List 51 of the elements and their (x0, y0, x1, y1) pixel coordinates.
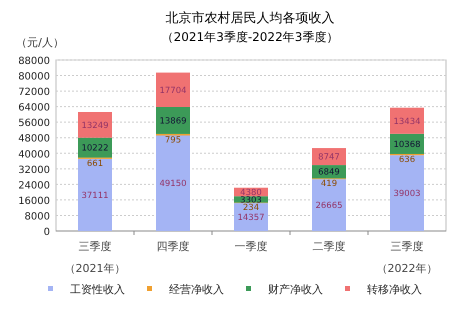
bar (156, 72, 190, 107)
data-label: 13249 (81, 120, 109, 131)
bar (312, 179, 346, 231)
data-label: 14357 (237, 213, 265, 224)
data-label: 10368 (393, 140, 421, 150)
data-label: 13434 (393, 116, 421, 127)
bar (390, 155, 424, 231)
y-tick-label: 16000 (18, 196, 50, 207)
data-label: 8747 (318, 152, 340, 163)
data-label: 234 (242, 203, 260, 214)
x-tick-label: 一季度 (234, 240, 268, 253)
legend-label: 工资性收入 (70, 283, 125, 296)
data-label: 37111 (81, 190, 109, 201)
y-tick-label: 72000 (18, 87, 50, 98)
y-tick-label: 48000 (18, 134, 50, 145)
y-tick-label: 8000 (24, 211, 50, 222)
legend-label: 经营净收入 (169, 283, 224, 296)
y-tick-label: 40000 (18, 149, 50, 160)
legend-label: 财产净收入 (268, 283, 323, 296)
data-label: 10222 (81, 144, 109, 154)
y-tick-label: 24000 (18, 180, 50, 192)
legend-label: 转移净收入 (367, 283, 422, 296)
data-label: 17704 (159, 86, 187, 96)
y-tick-label: 56000 (18, 118, 50, 130)
x-tick-label: 三季度 (78, 240, 112, 253)
bar (156, 135, 190, 231)
data-label: 636 (398, 155, 416, 166)
y-axis-title: （元/人） (16, 36, 64, 49)
data-label: 661 (86, 158, 104, 169)
y-tick-label: 88000 (18, 56, 50, 67)
data-label: 39003 (393, 189, 421, 200)
x-tick-label: 二季度 (312, 240, 346, 253)
data-label: 6849 (318, 168, 340, 178)
chart-title: 北京市农村居民人均各项收入 (166, 11, 334, 26)
y-tick-label: 32000 (18, 164, 50, 176)
y-tick-label: 64000 (18, 102, 50, 114)
x-tick-label: 三季度 (390, 240, 424, 253)
bar (390, 108, 424, 134)
data-label: 795 (164, 135, 182, 146)
bar (156, 107, 190, 134)
data-label: 419 (320, 179, 338, 190)
bar (78, 158, 112, 231)
y-tick-label: 0 (44, 227, 50, 238)
text: （2022年） (376, 262, 438, 275)
y-tick-label: 80000 (18, 72, 50, 83)
x-tick-label: 四季度 (156, 240, 190, 253)
chart-subtitle: （2021年3季度-2022年3季度） (162, 30, 338, 44)
text: （2021年） (64, 262, 126, 275)
data-label: 26665 (315, 201, 343, 212)
data-label: 13869 (159, 116, 187, 126)
data-label: 49150 (159, 179, 187, 190)
